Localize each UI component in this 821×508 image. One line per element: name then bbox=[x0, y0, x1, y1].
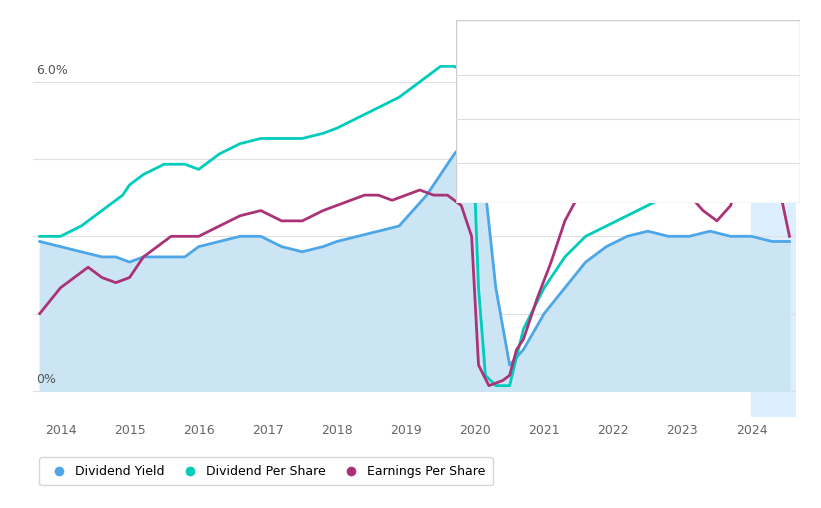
Text: 0%: 0% bbox=[36, 373, 57, 386]
Text: 6.0%: 6.0% bbox=[36, 64, 68, 77]
Legend: Dividend Yield, Dividend Per Share, Earnings Per Share: Dividend Yield, Dividend Per Share, Earn… bbox=[39, 458, 493, 486]
Text: Dividend Yield: Dividend Yield bbox=[473, 90, 557, 104]
Text: No data: No data bbox=[635, 177, 681, 189]
Text: Aug 21 2024: Aug 21 2024 bbox=[473, 43, 562, 56]
Text: /yr: /yr bbox=[704, 135, 723, 147]
Text: 3.3%: 3.3% bbox=[635, 90, 667, 104]
Text: Dividend Per Share: Dividend Per Share bbox=[473, 135, 586, 147]
FancyBboxPatch shape bbox=[456, 20, 800, 203]
Text: /yr: /yr bbox=[681, 90, 701, 104]
Text: Past: Past bbox=[755, 61, 781, 74]
Text: kr2.500: kr2.500 bbox=[635, 135, 686, 147]
Bar bbox=[751, 41, 796, 417]
Text: Earnings Per Share: Earnings Per Share bbox=[473, 177, 585, 189]
